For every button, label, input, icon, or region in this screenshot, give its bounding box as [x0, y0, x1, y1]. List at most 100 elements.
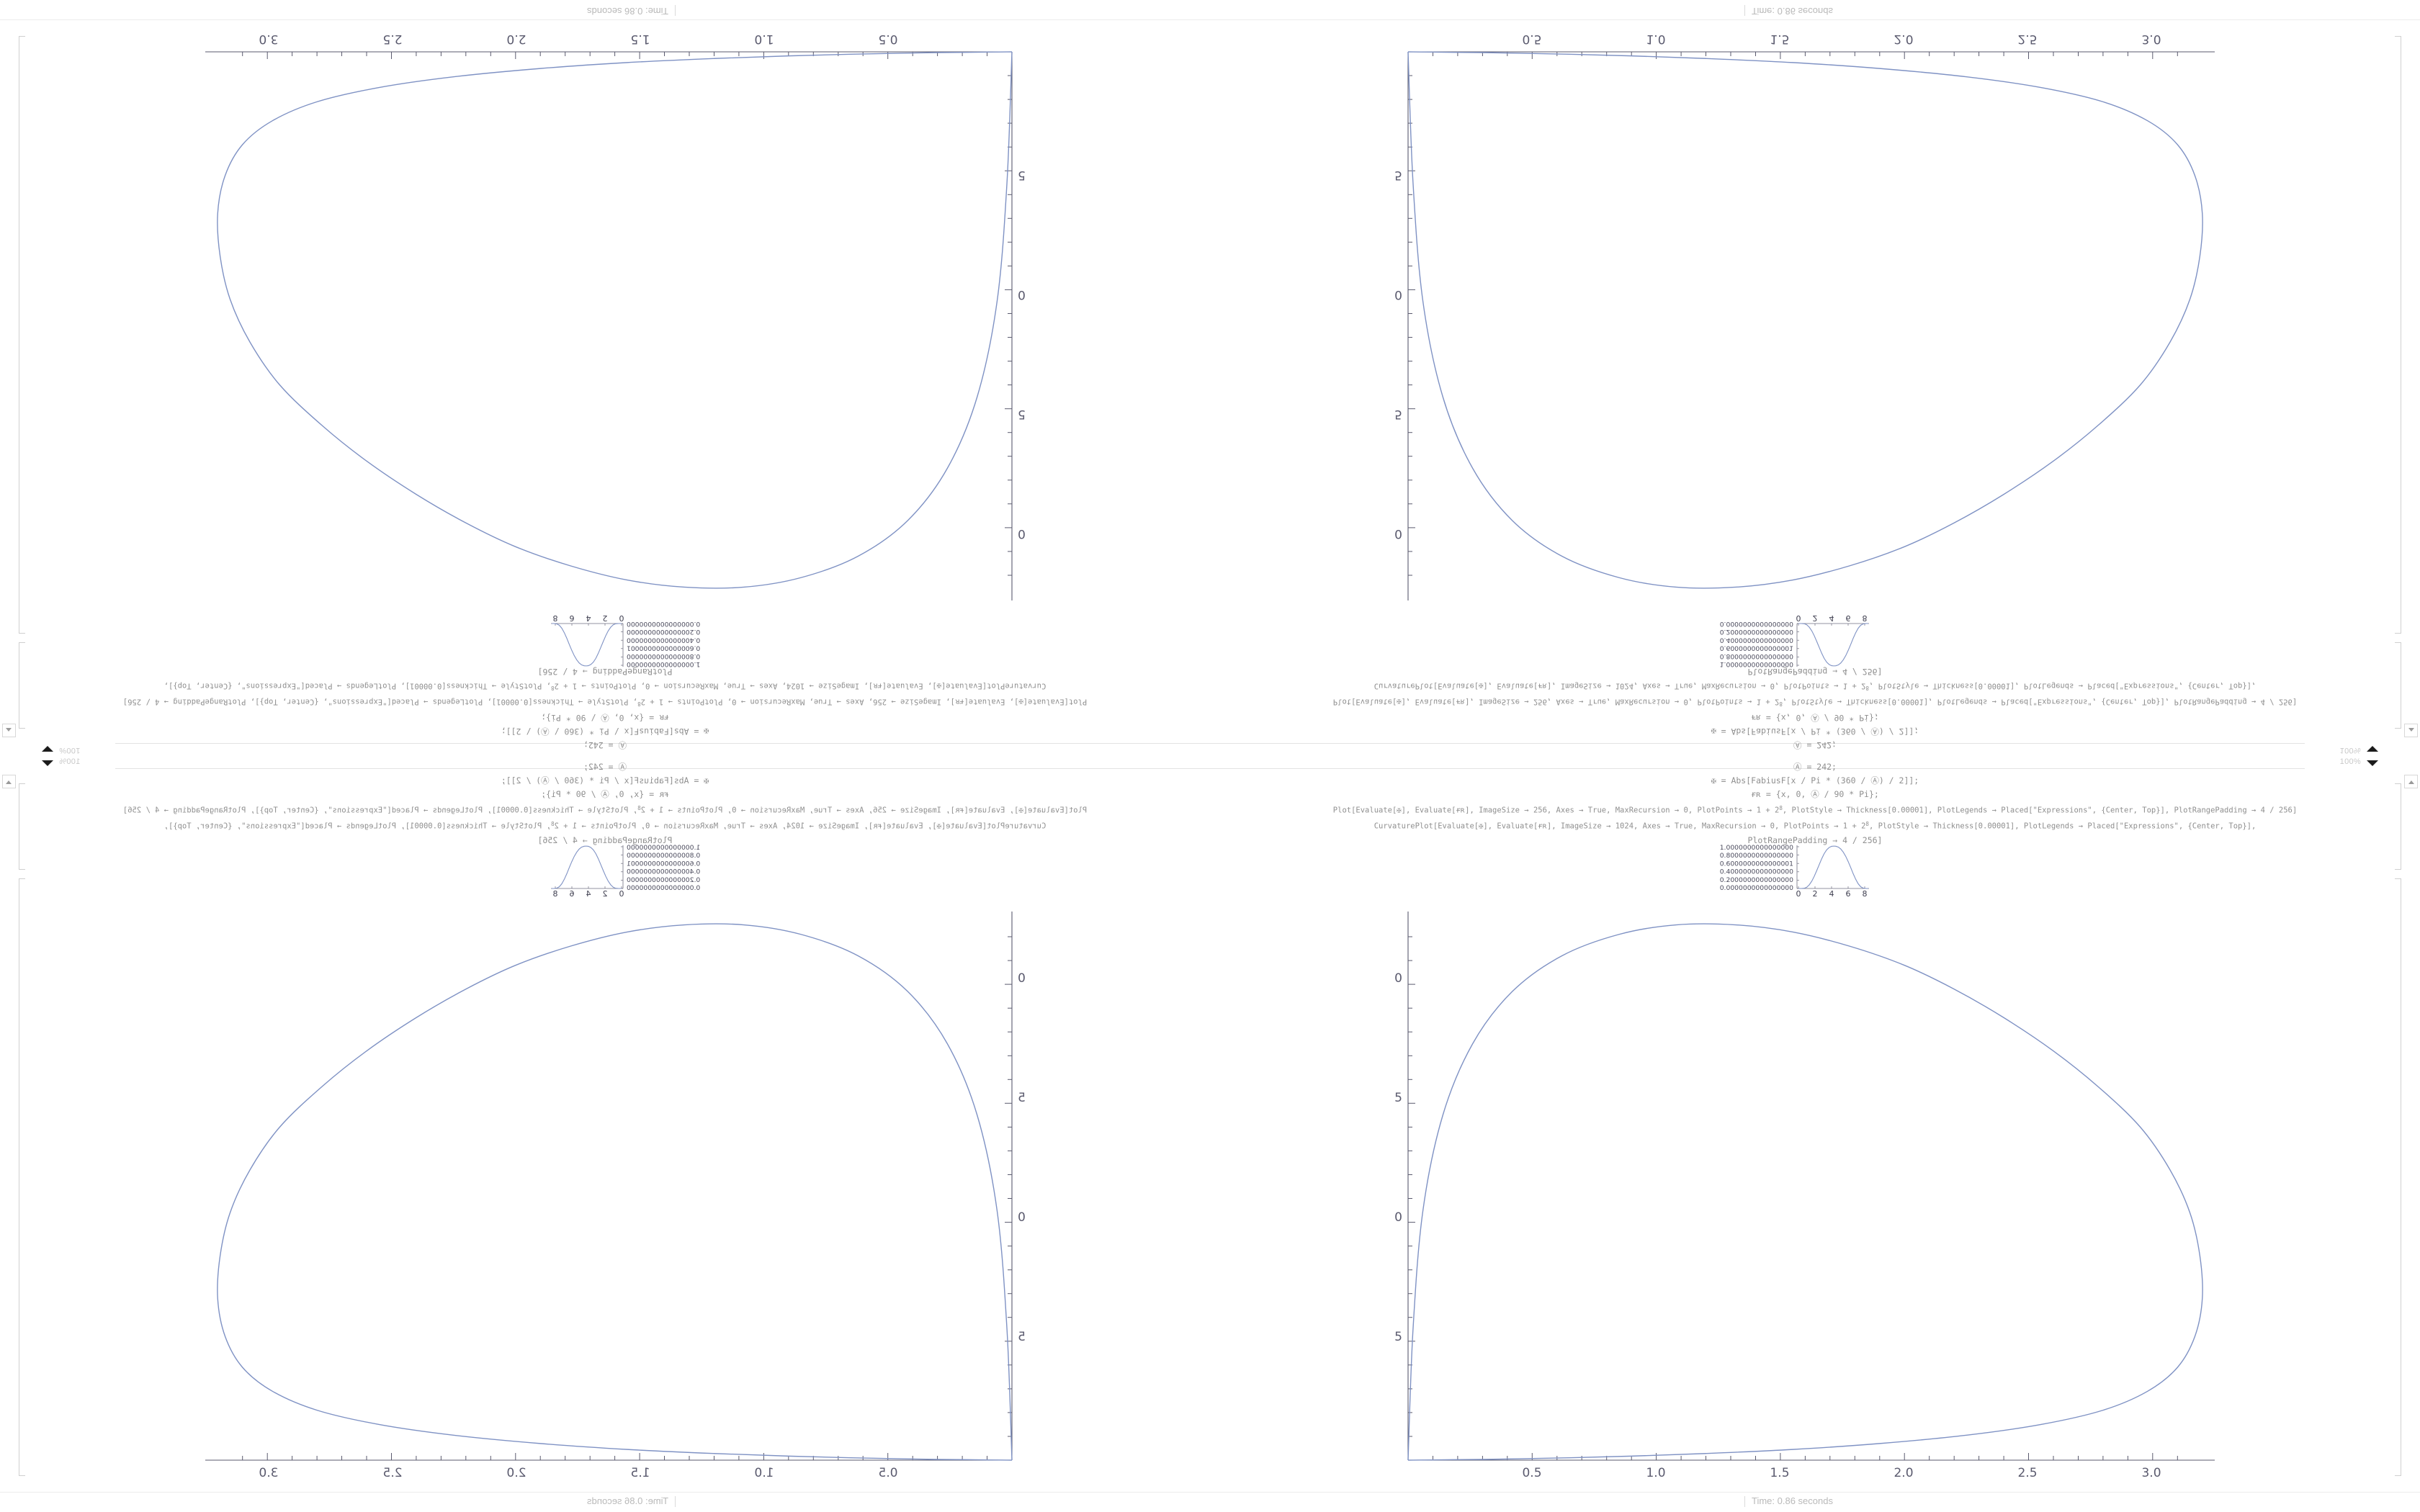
code-line-5-part-b: , PlotStyle → Thickness[0.00001], PlotLe…	[163, 822, 552, 831]
main-xtick-2: 1.5	[630, 1466, 650, 1480]
vertical-scrollbar[interactable]	[2404, 756, 2420, 1512]
vertical-scrollbar[interactable]	[0, 756, 16, 1512]
main-xtick-4: 2.5	[382, 1466, 402, 1480]
main-curvature-plot: 0.5 1.0 1.5 2.0 0.5 1.0 1.5 2.0 2.5 3.0	[1394, 912, 2215, 1480]
inset-xtick-2: 4	[1829, 613, 1834, 623]
code-line-4-exponent: 8	[637, 701, 641, 707]
cell-bracket-input[interactable]	[2395, 783, 2401, 870]
status-bar: Time: 0.86 seconds	[1210, 1492, 2420, 1512]
inset-xtick-4: 8	[1863, 613, 1868, 623]
code-line-5: CurvaturePlot[Evaluate[✠], Evaluate[ɍʀ],…	[0, 678, 1210, 694]
inset-ytick-3: 0.4000000000000000	[627, 636, 700, 644]
cell-bracket-output[interactable]	[2395, 878, 2401, 1476]
notebook-toolbar: 100%	[1210, 756, 2420, 770]
input-code-cell[interactable]: Ⓐ = 242; ✠ = Abs[FabiusF[x / Pi * (360 /…	[1210, 665, 2420, 752]
main-xtick-4: 2.5	[2017, 1466, 2037, 1480]
notebook-quadrant-bottom-right: 100% Ⓐ = 242; ✠ = Abs[FabiusF[x / Pi * (…	[1210, 756, 2420, 1512]
main-xtick-0: 0.5	[878, 32, 897, 46]
code-line-5-part-a: CurvaturePlot[Evaluate[✠], Evaluate[ɍʀ],…	[554, 822, 1047, 831]
chevron-down-icon[interactable]	[2367, 760, 2378, 766]
inset-ytick-2: 0.6000000000000001	[627, 644, 700, 652]
code-line-4-part-a: Plot[Evaluate[✠], Evaluate[ɍʀ], ImageSiz…	[640, 806, 1088, 815]
inset-xtick-3: 6	[570, 889, 575, 899]
code-line-5-exponent: 8	[1865, 821, 1869, 828]
inset-xtick-0: 0	[1796, 613, 1801, 623]
main-ytick-2: 1.5	[1018, 1091, 1026, 1105]
vertical-scrollbar[interactable]	[0, 0, 16, 756]
legend-inset-plot: 1.0000000000000000 0.8000000000000000 0.…	[551, 613, 700, 668]
inset-ytick-0: 1.0000000000000000	[627, 844, 700, 852]
legend-inset-plot: 1.0000000000000000 0.8000000000000000 0.…	[551, 844, 700, 899]
inset-x-ticks	[555, 886, 622, 888]
zoom-level-label[interactable]: 100%	[2339, 757, 2361, 766]
code-line-4-part-b: , PlotStyle → Thickness[0.00001], PlotLe…	[122, 697, 638, 706]
main-curvature-plot: 0.5 1.0 1.5 2.0 0.5 1.0 1.5 2.0 2.5 3.0	[205, 32, 1026, 600]
cell-bracket-output[interactable]	[19, 36, 25, 634]
cell-bracket-output[interactable]	[19, 878, 25, 1476]
code-line-5-part-b: , PlotStyle → Thickness[0.00001], PlotLe…	[1868, 681, 2257, 690]
main-ytick-3: 2.0	[1394, 971, 1402, 986]
vertical-scrollbar[interactable]	[2404, 0, 2420, 756]
input-code-cell[interactable]: Ⓐ = 242; ✠ = Abs[FabiusF[x / Pi * (360 /…	[0, 760, 1210, 847]
code-line-3: ɍʀ = {x, 0, Ⓐ / 90 * Pi};	[541, 789, 669, 799]
inset-curve	[552, 845, 622, 889]
inset-x-ticks	[1798, 886, 1865, 888]
status-rule	[0, 1492, 1210, 1493]
main-ytick-1: 1.0	[1394, 1210, 1402, 1225]
status-time-label: Time: 0.86 seconds	[1752, 6, 1833, 17]
inset-xtick-4: 8	[553, 613, 558, 623]
inset-ytick-4: 0.2000000000000000	[627, 876, 700, 884]
main-ytick-2: 1.5	[1394, 1091, 1402, 1105]
code-line-2: ✠ = Abs[FabiusF[x / Pi * (360 / Ⓐ) / 2]]…	[501, 775, 709, 786]
code-line-1: Ⓐ = 242;	[583, 762, 627, 772]
main-xtick-0: 0.5	[878, 1466, 897, 1480]
cell-bracket-output[interactable]	[2395, 36, 2401, 634]
main-xtick-3: 2.0	[1894, 32, 1913, 46]
code-line-4-part-b: , PlotStyle → Thickness[0.00001], PlotLe…	[1782, 697, 2298, 706]
code-line-3: ɍʀ = {x, 0, Ⓐ / 90 * Pi};	[1751, 789, 1879, 799]
code-line-5-part-a: CurvaturePlot[Evaluate[✠], Evaluate[ɍʀ],…	[1373, 822, 1866, 831]
inset-y-ticks	[621, 846, 623, 889]
inset-x-ticks	[555, 624, 622, 626]
inset-ytick-4: 0.2000000000000000	[627, 628, 700, 636]
code-line-5-part-b: , PlotStyle → Thickness[0.00001], PlotLe…	[1868, 822, 2257, 831]
inset-xtick-0: 0	[619, 613, 624, 623]
legend-inset-plot: 1.0000000000000000 0.8000000000000000 0.…	[1720, 613, 1869, 668]
code-line-5-part-a: CurvaturePlot[Evaluate[✠], Evaluate[ɍʀ],…	[1373, 681, 1866, 690]
main-ytick-0: 0.5	[1394, 1330, 1402, 1344]
main-ytick-3: 2.0	[1394, 526, 1402, 541]
main-ytick-1: 1.0	[1018, 1210, 1026, 1225]
code-line-5: CurvaturePlot[Evaluate[✠], Evaluate[ɍʀ],…	[1210, 678, 2420, 694]
main-y-ticks	[1005, 936, 1012, 1437]
main-xtick-2: 1.5	[1770, 32, 1789, 46]
code-line-5: CurvaturePlot[Evaluate[✠], Evaluate[ɍʀ],…	[1210, 817, 2420, 833]
main-xtick-1: 1.0	[754, 32, 774, 46]
code-line-4-part-a: Plot[Evaluate[✠], Evaluate[ɍʀ], ImageSiz…	[1332, 697, 1780, 706]
scroll-up-button[interactable]	[2404, 775, 2418, 788]
main-y-ticks	[1005, 75, 1012, 576]
input-code-cell[interactable]: Ⓐ = 242; ✠ = Abs[FabiusF[x / Pi * (360 /…	[1210, 760, 2420, 847]
main-xtick-1: 1.0	[1646, 1466, 1665, 1480]
main-xtick-5: 3.0	[259, 32, 278, 46]
main-x-ticks	[1433, 52, 2178, 59]
inset-xtick-4: 8	[1863, 889, 1868, 899]
code-line-4-exponent: 8	[637, 805, 641, 811]
inset-xtick-0: 0	[1796, 889, 1801, 899]
inset-curve	[1798, 623, 1868, 667]
main-ytick-2: 1.5	[1018, 407, 1026, 421]
inset-ytick-4: 0.2000000000000000	[1720, 876, 1793, 884]
main-xtick-0: 0.5	[1522, 1466, 1541, 1480]
main-ytick-1: 1.0	[1018, 287, 1026, 302]
inset-ytick-1: 0.8000000000000000	[627, 852, 700, 860]
input-code-cell[interactable]: Ⓐ = 242; ✠ = Abs[FabiusF[x / Pi * (360 /…	[0, 665, 1210, 752]
code-line-4-part-a: Plot[Evaluate[✠], Evaluate[ɍʀ], ImageSiz…	[640, 697, 1088, 706]
main-xtick-5: 3.0	[2141, 32, 2161, 46]
status-time-label: Time: 0.86 seconds	[587, 1495, 668, 1506]
inset-ytick-5: 0.0000000000000000	[1720, 620, 1793, 628]
status-bar: Time: 0.86 seconds	[1210, 0, 2420, 20]
status-time-label: Time: 0.86 seconds	[1752, 1495, 1833, 1506]
inset-ytick-2: 0.6000000000000001	[1720, 644, 1793, 652]
inset-xtick-1: 2	[1813, 889, 1818, 899]
notebook-quadrant-bottom-left: 100% Ⓐ = 242; ✠ = Abs[FabiusF[x / Pi * (…	[0, 756, 1210, 1512]
